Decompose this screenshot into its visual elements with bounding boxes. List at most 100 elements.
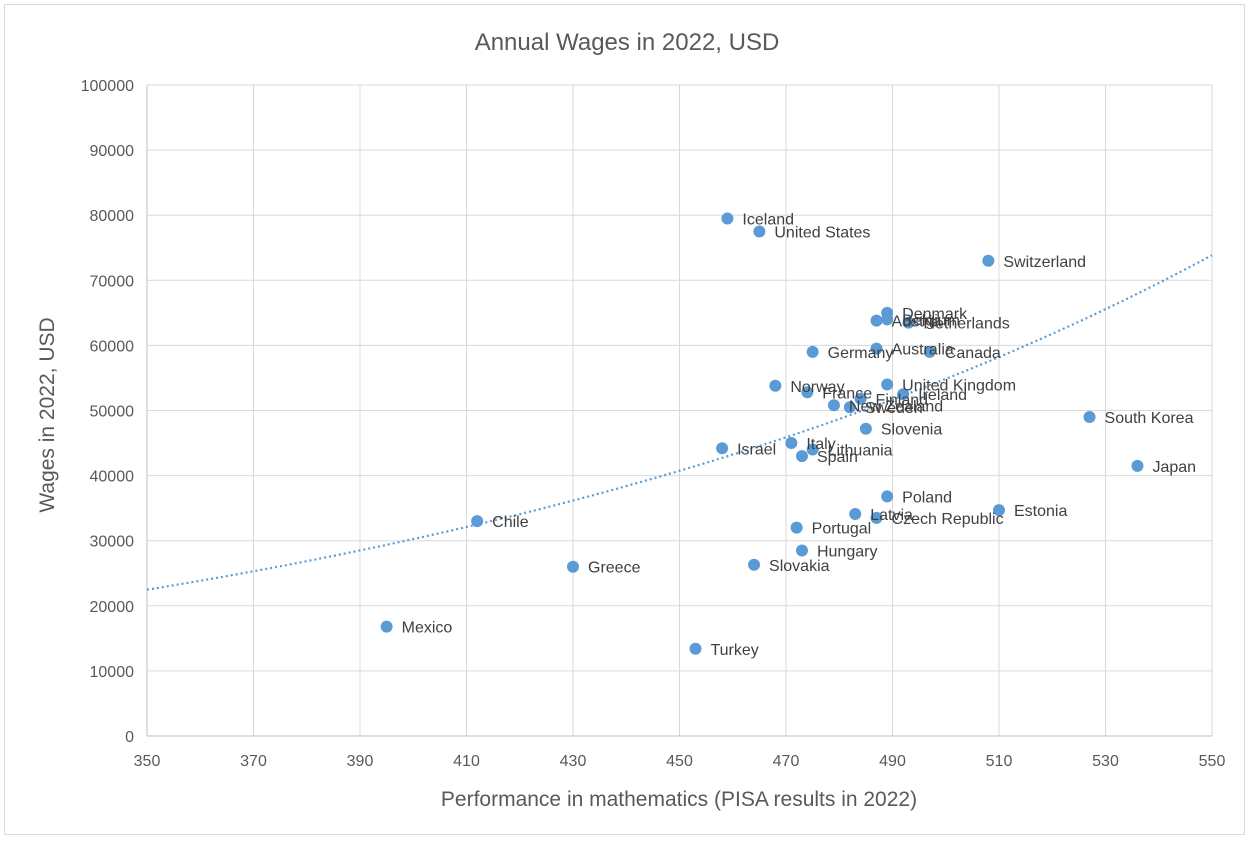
data-point <box>923 345 936 358</box>
point-label: United States <box>774 224 870 241</box>
data-point <box>993 504 1005 517</box>
x-tick-label: 490 <box>879 753 906 770</box>
point-label: Slovenia <box>881 422 942 439</box>
x-tick-label: 530 <box>1092 753 1119 770</box>
data-point <box>1131 459 1144 472</box>
y-tick-label: 40000 <box>90 469 135 486</box>
data-point <box>870 314 883 327</box>
data-point <box>982 254 995 267</box>
data-point <box>806 345 819 358</box>
point-label: United Kingdom <box>902 377 1016 394</box>
x-tick-label: 550 <box>1199 753 1226 770</box>
chart-area: Annual Wages in 2022, USD Iceland United … <box>4 4 1245 835</box>
chart-title: Annual Wages in 2022, USD <box>475 29 780 56</box>
y-tick-label: 80000 <box>90 208 135 225</box>
data-point <box>859 422 872 435</box>
point-label: Germany <box>828 345 894 362</box>
point-label: Finland <box>876 392 928 409</box>
data-point <box>1083 411 1096 424</box>
y-tick-label: 50000 <box>90 404 135 421</box>
data-point <box>795 544 808 557</box>
trendline-group <box>146 254 1213 591</box>
x-tick-label: 450 <box>666 753 693 770</box>
y-tick-label: 10000 <box>90 664 135 681</box>
point-label: Mexico <box>402 620 453 637</box>
point-label: Japan <box>1152 459 1196 476</box>
point-label: Israel <box>737 441 776 458</box>
point-label: Latvia <box>870 507 913 524</box>
y-tick-label: 60000 <box>90 338 135 355</box>
point-label: Belgium <box>902 312 960 329</box>
x-tick-label: 510 <box>986 753 1013 770</box>
data-point <box>769 379 782 392</box>
data-point <box>881 490 894 503</box>
x-tick-label: 430 <box>560 753 587 770</box>
y-tick-label: 100000 <box>81 78 134 95</box>
data-point <box>716 442 729 455</box>
data-point <box>827 399 840 412</box>
point-label: Australia <box>892 342 954 359</box>
data-point <box>471 515 484 528</box>
point-label: Turkey <box>710 642 758 659</box>
point-label: Estonia <box>1014 503 1067 520</box>
x-tick-label: 350 <box>134 753 161 770</box>
data-point <box>748 558 761 571</box>
x-tick-label: 370 <box>240 753 267 770</box>
point-label: Italy <box>806 436 835 453</box>
point-label: Slovakia <box>769 558 830 575</box>
y-tick-label: 30000 <box>90 534 135 551</box>
point-label: Norway <box>790 379 844 396</box>
y-tick-label: 20000 <box>90 599 135 616</box>
point-label: Austria <box>892 314 942 331</box>
data-points <box>380 212 1144 655</box>
point-label: Greece <box>588 560 641 577</box>
point-label: Sweden <box>865 400 923 417</box>
point-label: Canada <box>945 345 1001 362</box>
data-point <box>881 313 894 326</box>
data-point <box>785 437 798 450</box>
y-tick-label: 0 <box>125 729 134 746</box>
data-point <box>843 401 856 414</box>
data-point <box>801 386 814 399</box>
point-label: Czech Republic <box>892 511 1004 528</box>
data-point <box>870 342 883 355</box>
data-point <box>689 642 702 655</box>
point-label: Iceland <box>742 211 794 228</box>
axis-ticks: 350 370 390 410 430 450 470 490 510 530 550 0 10000 2… <box>81 78 1226 770</box>
data-point <box>902 316 915 329</box>
point-label: Ireland <box>918 387 967 404</box>
point-label: Denmark <box>902 306 968 323</box>
y-tick-label: 90000 <box>90 143 135 160</box>
gridlines <box>146 84 1213 737</box>
point-label: Netherlands <box>923 316 1009 333</box>
point-label: Portugal <box>812 521 872 538</box>
data-point <box>881 378 894 391</box>
data-point <box>897 388 910 401</box>
y-tick-label: 70000 <box>90 273 135 290</box>
x-tick-label: 390 <box>347 753 374 770</box>
point-label: Chile <box>492 514 529 531</box>
point-label: Spain <box>817 449 858 466</box>
data-point <box>567 560 579 573</box>
data-point <box>806 443 819 456</box>
x-tick-label: 470 <box>773 753 800 770</box>
point-label: Poland <box>902 489 952 506</box>
point-label: New Zealand <box>849 398 943 415</box>
x-axis-label: Performance in mathematics (PISA results… <box>441 788 917 811</box>
data-point <box>380 620 393 633</box>
data-point <box>790 521 803 534</box>
point-label: Hungary <box>817 543 877 560</box>
scatter-chart: Annual Wages in 2022, USD IcelandUnited … <box>36 29 1226 811</box>
x-tick-label: 410 <box>453 753 480 770</box>
trendline <box>146 254 1213 591</box>
data-point <box>753 225 766 238</box>
data-point <box>721 212 734 225</box>
data-point <box>854 392 867 405</box>
y-axis-label: Wages in 2022, USD <box>36 317 59 512</box>
data-point <box>870 511 883 524</box>
data-point <box>795 450 808 463</box>
data-point <box>849 508 862 521</box>
point-label: South Korea <box>1105 410 1194 427</box>
point-label: France <box>822 385 872 402</box>
